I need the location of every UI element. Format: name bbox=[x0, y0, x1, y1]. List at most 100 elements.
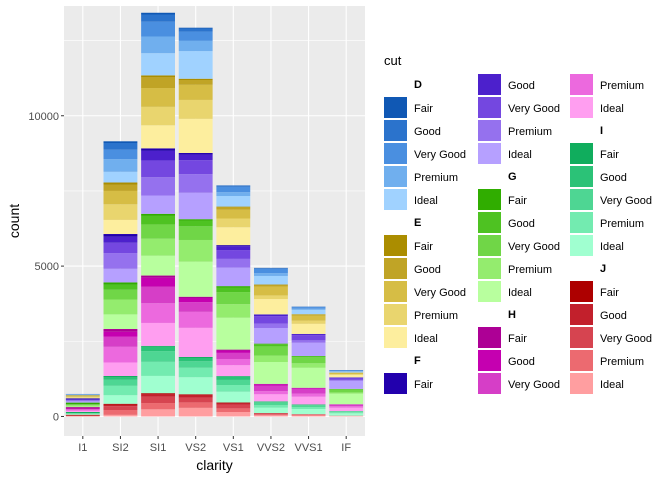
bar-segment-si1-i-good bbox=[141, 346, 175, 352]
bar-segment-si1-h-premium bbox=[141, 303, 175, 323]
bar-segment-vvs1-g-good bbox=[291, 356, 326, 358]
bar-segment-si2-h-premium bbox=[103, 346, 138, 363]
bar-segment-vvs1-e-ideal bbox=[291, 323, 326, 334]
bar-segment-si1-h-very-good bbox=[141, 286, 175, 304]
bar-segment-si2-h-fair bbox=[103, 329, 138, 332]
legend-label-f-ideal: Ideal bbox=[508, 149, 532, 161]
bar-segment-i1-e-premium bbox=[65, 396, 100, 398]
legend-label-f-fair: Fair bbox=[414, 379, 433, 391]
bar-segment-vs1-j-ideal bbox=[216, 412, 251, 417]
legend-key-h-fair bbox=[478, 327, 501, 348]
bar-segment-vvs2-d-good bbox=[254, 268, 288, 269]
legend-group-g: G bbox=[508, 171, 517, 183]
bar-segment-si1-f-ideal bbox=[141, 195, 175, 214]
legend-key-j-good bbox=[570, 304, 593, 325]
legend-key-e-premium bbox=[384, 304, 407, 325]
bar-segment-vvs1-g-premium bbox=[291, 363, 326, 368]
bar-segment-vvs1-i-very-good bbox=[291, 405, 326, 408]
legend-label-j-fair: Fair bbox=[600, 287, 619, 299]
bar-segment-vvs2-g-ideal bbox=[254, 361, 288, 384]
legend-group-f: F bbox=[414, 355, 421, 367]
bar-segment-si1-i-ideal bbox=[141, 375, 175, 394]
bar-segment-si2-g-premium bbox=[103, 299, 138, 315]
bar-segment-vs1-f-ideal bbox=[216, 267, 251, 287]
bar-segment-vs2-h-very-good bbox=[178, 302, 213, 312]
bar-segment-vvs2-j-premium bbox=[254, 414, 288, 416]
bar-segment-vvs2-i-premium bbox=[254, 405, 288, 408]
bar-segment-vvs1-j-premium bbox=[291, 414, 326, 416]
bar-segment-vvs1-e-good bbox=[291, 314, 326, 316]
bar-segment-vs2-g-premium bbox=[178, 239, 213, 262]
legend-key-e-very-good bbox=[384, 281, 407, 302]
bar-segment-si1-g-very-good bbox=[141, 224, 175, 239]
bar-segment-vvs1-h-good bbox=[291, 387, 326, 389]
bar-segment-vs1-j-very-good bbox=[216, 404, 251, 409]
legend-key-g-fair bbox=[478, 189, 501, 210]
legend-key-g-premium bbox=[478, 258, 501, 279]
bar-segment-vs1-g-premium bbox=[216, 304, 251, 318]
legend-label-e-ideal: Ideal bbox=[414, 333, 438, 345]
bar-segment-vvs2-f-premium bbox=[254, 323, 288, 328]
bar-segment-si1-e-good bbox=[141, 77, 175, 89]
bar-segment-si2-f-fair bbox=[103, 234, 138, 237]
bar-segment-si2-j-very-good bbox=[103, 406, 138, 411]
bar-segment-vs2-j-good bbox=[178, 394, 213, 398]
bar-segment-i1-e-very-good bbox=[65, 396, 100, 397]
bar-segment-vvs1-j-very-good bbox=[291, 414, 326, 415]
bar-segment-vs1-j-good bbox=[216, 403, 251, 405]
bar-segment-vs2-i-very-good bbox=[178, 361, 213, 368]
bar-segment-si2-e-premium bbox=[103, 204, 138, 220]
legend-label-e-very-good: Very Good bbox=[414, 287, 466, 299]
legend-key-e-ideal bbox=[384, 327, 407, 348]
bar-segment-si2-h-good bbox=[103, 331, 138, 337]
legend-key-j-ideal bbox=[570, 373, 593, 394]
legend-label-e-fair: Fair bbox=[414, 241, 433, 253]
bar-segment-vs1-f-premium bbox=[216, 258, 251, 268]
bar-segment-vs1-h-premium bbox=[216, 358, 251, 366]
legend-label-d-very-good: Very Good bbox=[414, 149, 466, 161]
legend-group-e: E bbox=[414, 217, 421, 229]
bar-segment-si2-g-good bbox=[103, 284, 138, 290]
bar-segment-si1-f-fair bbox=[141, 148, 175, 151]
bar-segment-vvs2-i-very-good bbox=[254, 402, 288, 406]
legend-key-e-fair bbox=[384, 235, 407, 256]
legend-label-g-fair: Fair bbox=[508, 195, 527, 207]
bar-segment-si1-e-very-good bbox=[141, 88, 175, 107]
bar-segment-vvs2-h-very-good bbox=[254, 385, 288, 392]
legend-label-j-premium: Premium bbox=[600, 356, 644, 368]
bar-segment-vs1-i-very-good bbox=[216, 379, 251, 386]
legend-label-i-ideal: Ideal bbox=[600, 241, 624, 253]
bar-segment-vs2-e-fair bbox=[178, 78, 213, 81]
legend-key-i-premium bbox=[570, 212, 593, 233]
legend-key-i-very-good bbox=[570, 189, 593, 210]
bar-segment-si2-g-ideal bbox=[103, 314, 138, 330]
bar-segment-vs2-e-premium bbox=[178, 99, 213, 119]
legend-label-g-ideal: Ideal bbox=[508, 287, 532, 299]
bar-segment-vvs2-e-very-good bbox=[254, 286, 288, 296]
legend-key-g-good bbox=[478, 212, 501, 233]
bar-segment-si2-e-very-good bbox=[103, 190, 138, 205]
bar-segment-vvs1-e-very-good bbox=[291, 315, 326, 321]
bar-segment-i1-g-premium bbox=[65, 405, 100, 407]
bar-segment-if-d-premium bbox=[329, 371, 364, 372]
bar-segment-si1-e-premium bbox=[141, 106, 175, 126]
legend-title: cut bbox=[384, 53, 402, 68]
legend-key-i-ideal bbox=[570, 235, 593, 256]
bar-segment-vvs1-i-premium bbox=[291, 407, 326, 409]
bar-segment-si1-i-premium bbox=[141, 361, 175, 376]
bar-segment-vvs2-i-good bbox=[254, 401, 288, 403]
bar-segment-si1-d-ideal bbox=[141, 53, 175, 76]
bar-stacks bbox=[65, 12, 364, 417]
bar-segment-vs2-e-ideal bbox=[178, 118, 213, 154]
bar-segment-i1-g-good bbox=[65, 404, 100, 405]
bar-segment-vs2-g-very-good bbox=[178, 226, 213, 240]
bar-segment-vs1-g-very-good bbox=[216, 292, 251, 305]
bar-segment-vvs1-i-good bbox=[291, 404, 326, 406]
bar-segment-vs2-f-ideal bbox=[178, 192, 213, 220]
legend-label-d-premium: Premium bbox=[414, 172, 458, 184]
bar-segment-si2-f-premium bbox=[103, 253, 138, 269]
x-tick-label-vvs2: VVS2 bbox=[257, 442, 285, 454]
bar-segment-if-e-very-good bbox=[329, 372, 364, 375]
bar-segment-si2-f-very-good bbox=[103, 242, 138, 254]
bar-segment-vvs2-d-premium bbox=[254, 273, 288, 276]
